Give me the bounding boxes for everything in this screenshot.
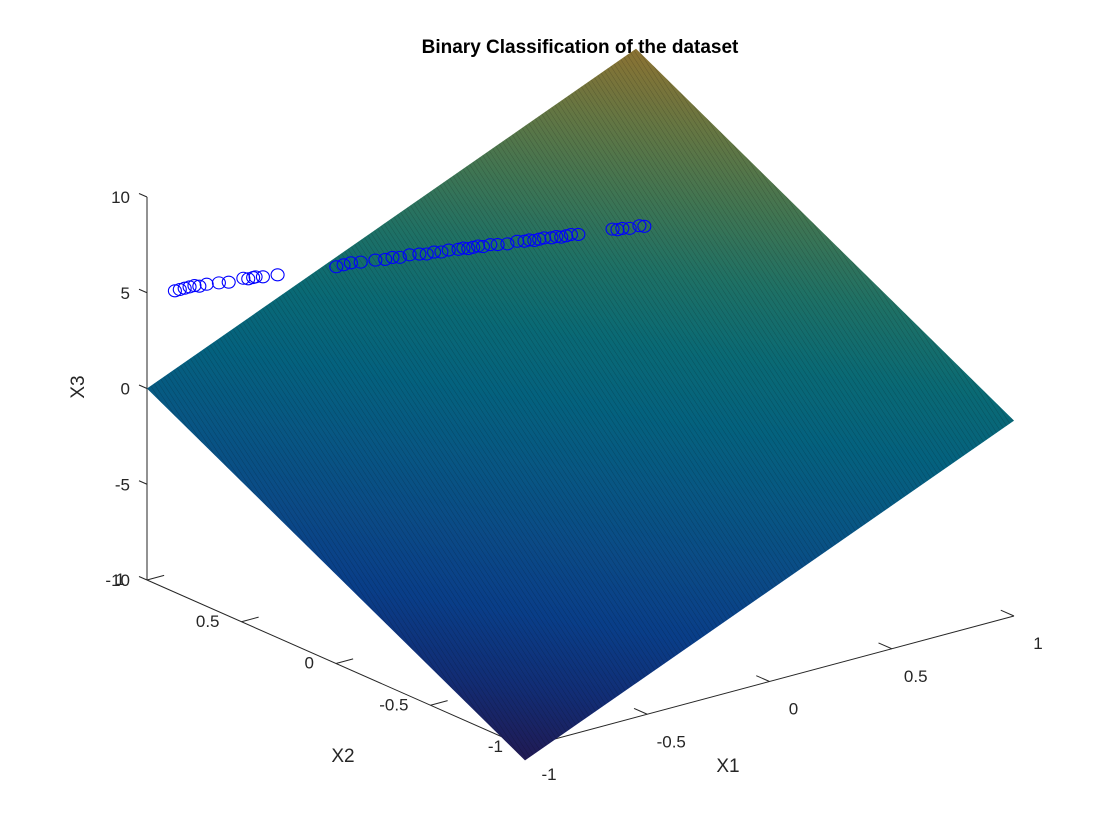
data-point — [236, 271, 251, 285]
x1-tick — [878, 642, 892, 650]
data-point — [412, 247, 427, 261]
data-point — [456, 241, 471, 255]
data-point — [632, 219, 647, 233]
x1-tick — [633, 707, 648, 715]
data-point — [471, 239, 486, 253]
x2-axis-label: X2 — [331, 746, 354, 767]
x2-tick-label: 0.5 — [196, 612, 220, 631]
x1-tick-label: 0 — [789, 700, 798, 719]
x2-tick — [241, 616, 259, 623]
x1-axis-label: X1 — [716, 756, 739, 777]
data-point — [441, 243, 456, 257]
x3-tick-label: -5 — [115, 475, 130, 494]
x3-tick-label: 10 — [111, 188, 130, 207]
data-point — [187, 279, 202, 293]
x2-tick — [430, 700, 448, 706]
x1-tick — [1000, 609, 1015, 617]
data-point — [490, 238, 505, 252]
x1-tick-label: -0.5 — [657, 732, 686, 751]
data-point — [637, 219, 652, 233]
data-point — [211, 276, 226, 290]
x1-tick — [756, 675, 770, 682]
data-point — [343, 256, 358, 270]
data-point — [563, 227, 579, 242]
x3-tick — [138, 576, 148, 581]
x3-tick-label: -10 — [105, 571, 130, 590]
data-point — [475, 240, 491, 254]
x3-tick-label: 0 — [121, 380, 130, 399]
data-point — [622, 221, 637, 235]
data-point — [605, 222, 620, 236]
data-point — [537, 231, 552, 245]
data-point — [199, 277, 214, 291]
data-point — [510, 234, 525, 248]
data-point — [248, 270, 263, 284]
data-point — [402, 248, 417, 262]
data-point — [329, 260, 344, 274]
x2-tick — [146, 574, 165, 581]
data-point — [385, 250, 400, 264]
x2-tick-label: 0 — [305, 654, 314, 673]
data-point — [192, 279, 207, 293]
data-point — [255, 270, 270, 284]
data-point — [270, 268, 285, 282]
data-point — [378, 252, 393, 266]
data-point — [615, 221, 630, 235]
x2-tick — [335, 658, 354, 664]
data-point — [392, 250, 407, 264]
surface-mesh — [147, 48, 1014, 761]
x3-tick — [138, 288, 148, 294]
scatter-series — [167, 219, 652, 298]
data-point — [336, 258, 351, 272]
data-point — [419, 247, 434, 261]
data-point — [368, 253, 383, 267]
data-point — [353, 255, 368, 269]
data-point — [500, 237, 515, 251]
x2-tick-label: -0.5 — [379, 695, 408, 714]
x3-tick — [138, 480, 148, 485]
data-point — [522, 233, 537, 247]
chart-title: Binary Classification of the dataset — [422, 37, 739, 58]
x1-tick-label: 0.5 — [904, 667, 928, 686]
x3-axis-label: X3 — [68, 375, 89, 398]
data-point — [434, 245, 449, 259]
x2-tick-label: 1 — [116, 570, 125, 589]
x1-tick-label: -1 — [541, 765, 556, 784]
x2-tick-label: -1 — [488, 737, 503, 756]
data-point — [483, 238, 498, 252]
data-point — [549, 229, 564, 244]
data-point — [571, 227, 586, 242]
x3-tick-label: 5 — [121, 284, 130, 303]
surface — [147, 48, 1014, 761]
data-point — [427, 245, 442, 259]
x1-tick-label: 1 — [1033, 634, 1042, 653]
data-point — [221, 275, 236, 289]
x3-tick — [138, 193, 148, 198]
x3-tick — [138, 384, 148, 389]
